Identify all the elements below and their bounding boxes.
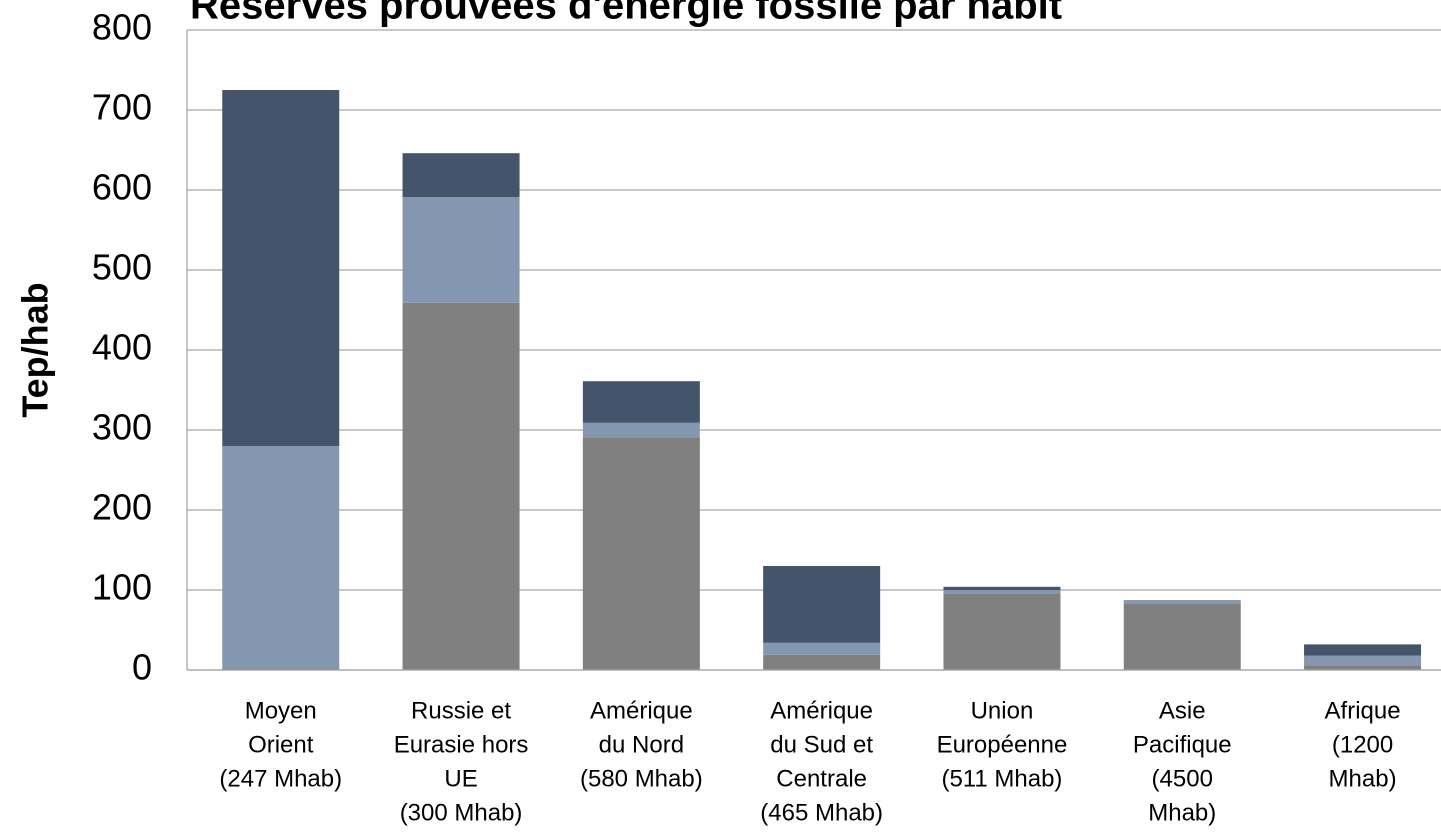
- x-tick-label: (4500: [1152, 765, 1213, 792]
- bar-segment: [1304, 644, 1422, 656]
- x-tick-label: (580 Mhab): [580, 765, 703, 792]
- bar-segment: [943, 594, 1061, 670]
- bar-segment: [582, 437, 700, 670]
- x-tick-label: UE: [444, 765, 477, 792]
- y-axis-label: Tep/hab: [15, 282, 56, 417]
- x-tick-label: (300 Mhab): [400, 799, 523, 826]
- y-tick-label: 700: [92, 87, 152, 128]
- x-tick-label: Moyen: [245, 697, 317, 724]
- y-tick-label: 200: [92, 487, 152, 528]
- y-tick-label: 400: [92, 327, 152, 368]
- bar-segment: [943, 590, 1061, 594]
- y-tick-label: 100: [92, 567, 152, 608]
- x-tick-label: Amérique: [770, 697, 873, 724]
- bar-segment: [222, 90, 340, 446]
- x-tick-label: du Nord: [599, 731, 684, 758]
- bar-segment: [1123, 603, 1241, 670]
- bar-segment: [1123, 600, 1241, 602]
- bar-segment: [402, 302, 520, 670]
- bar-segment: [943, 586, 1061, 590]
- y-tick-label: 600: [92, 167, 152, 208]
- bar-segment: [1304, 665, 1422, 670]
- bar-segment: [763, 642, 881, 655]
- bar-segment: [1304, 655, 1422, 666]
- x-tick-label: Afrique: [1325, 697, 1401, 724]
- x-tick-label: Russie et: [411, 697, 511, 724]
- x-tick-label: Mhab): [1329, 765, 1397, 792]
- x-tick-label: Amérique: [590, 697, 693, 724]
- chart-title: Réserves prouvées d'énergie fossile par …: [190, 0, 1062, 28]
- x-tick-label: du Sud et: [770, 731, 873, 758]
- bar-segment: [763, 654, 881, 670]
- y-tick-label: 800: [92, 7, 152, 48]
- x-tick-label: Asie: [1159, 697, 1206, 724]
- x-tick-label: (465 Mhab): [760, 799, 883, 826]
- bar-segment: [222, 446, 340, 669]
- x-tick-label: Orient: [248, 731, 314, 758]
- x-tick-label: Pacifique: [1133, 731, 1232, 758]
- bar-segment: [763, 566, 881, 643]
- y-tick-label: 300: [92, 407, 152, 448]
- y-tick-label: 0: [132, 647, 152, 688]
- y-tick-label: 500: [92, 247, 152, 288]
- x-tick-label: Européenne: [937, 731, 1068, 758]
- x-tick-label: Union: [971, 697, 1034, 724]
- x-tick-label: (511 Mhab): [941, 765, 1062, 792]
- bar-segment: [582, 381, 700, 423]
- x-tick-label: Eurasie hors: [394, 731, 529, 758]
- bar-segment: [402, 197, 520, 303]
- bar-segment: [582, 422, 700, 438]
- x-tick-label: Centrale: [776, 765, 867, 792]
- bar-segment: [222, 668, 340, 670]
- x-tick-label: (1200: [1332, 731, 1393, 758]
- x-tick-label: Mhab): [1148, 799, 1216, 826]
- bar-segment: [1123, 601, 1241, 604]
- bar-segment: [402, 153, 520, 198]
- x-tick-label: (247 Mhab): [219, 765, 342, 792]
